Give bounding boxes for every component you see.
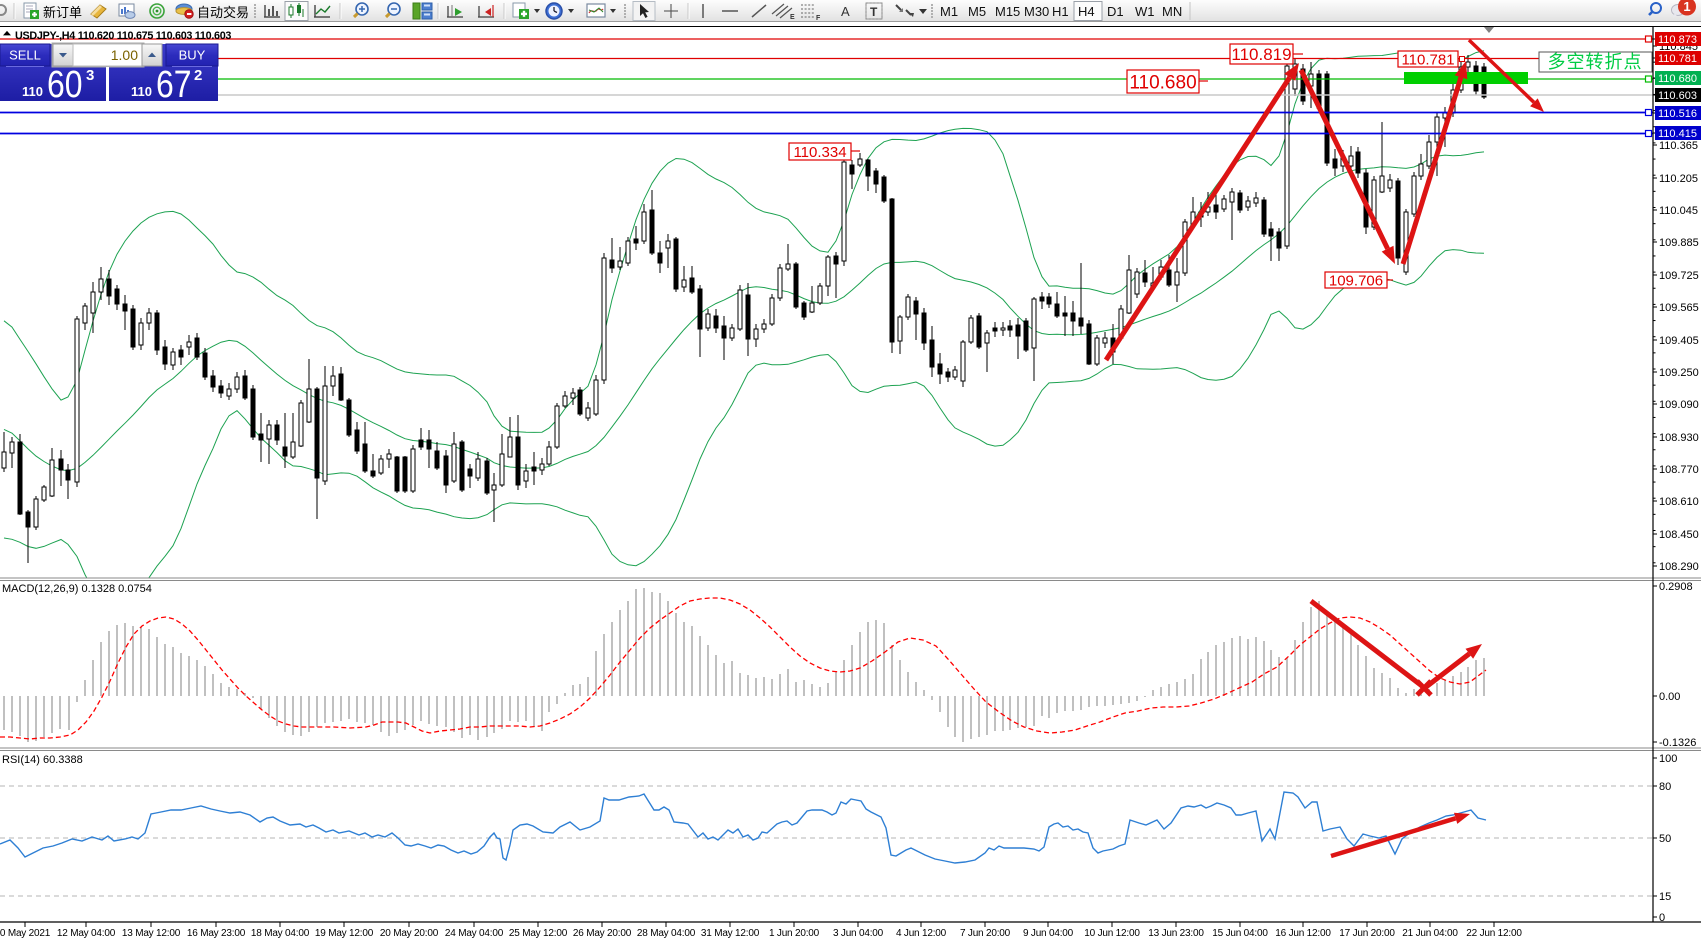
svg-text:-0.1326: -0.1326 — [1659, 737, 1696, 749]
svg-text:110.334: 110.334 — [793, 144, 846, 161]
svg-text:3 Jun 04:00: 3 Jun 04:00 — [833, 928, 884, 939]
svg-text:9 Jun 04:00: 9 Jun 04:00 — [1023, 928, 1074, 939]
svg-text:60: 60 — [47, 63, 83, 105]
svg-text:108.770: 108.770 — [1659, 464, 1699, 476]
svg-text:110.819: 110.819 — [1231, 45, 1291, 64]
svg-text:0.2908: 0.2908 — [1659, 581, 1693, 593]
svg-text:BUY: BUY — [179, 48, 206, 63]
svg-text:自动交易: 自动交易 — [197, 5, 249, 20]
svg-text:109.885: 109.885 — [1659, 237, 1699, 249]
svg-text:110.603: 110.603 — [1658, 90, 1697, 102]
svg-text:MACD(12,26,9) 0.1328 0.0754: MACD(12,26,9) 0.1328 0.0754 — [2, 583, 152, 595]
svg-text:109.706: 109.706 — [1329, 272, 1383, 289]
svg-text:16 Jun 12:00: 16 Jun 12:00 — [1275, 928, 1331, 939]
svg-text:T: T — [870, 5, 878, 19]
svg-text:W1: W1 — [1135, 4, 1155, 19]
svg-text:2: 2 — [194, 67, 202, 84]
svg-text:3: 3 — [86, 67, 94, 84]
svg-text:1 Jun 20:00: 1 Jun 20:00 — [769, 928, 820, 939]
svg-text:1.00: 1.00 — [111, 47, 138, 63]
svg-text:110: 110 — [22, 84, 43, 99]
svg-text:7 Jun 20:00: 7 Jun 20:00 — [960, 928, 1011, 939]
svg-text:M1: M1 — [940, 4, 958, 19]
svg-text:A: A — [841, 4, 850, 19]
svg-text:109.090: 109.090 — [1659, 399, 1699, 411]
svg-text:67: 67 — [156, 63, 192, 105]
svg-text:F: F — [816, 15, 821, 22]
svg-text:H1: H1 — [1052, 4, 1069, 19]
svg-text:M30: M30 — [1024, 4, 1049, 19]
svg-text:22 Jun 12:00: 22 Jun 12:00 — [1466, 928, 1522, 939]
svg-text:15: 15 — [1659, 891, 1671, 903]
svg-text:110.365: 110.365 — [1659, 140, 1698, 152]
svg-text:109.565: 109.565 — [1659, 302, 1699, 314]
svg-text:110.680: 110.680 — [1129, 72, 1196, 93]
svg-text:108.610: 108.610 — [1659, 496, 1699, 508]
svg-text:多空转折点: 多空转折点 — [1548, 52, 1643, 72]
svg-text:M15: M15 — [995, 4, 1020, 19]
svg-text:0 May 2021: 0 May 2021 — [0, 928, 51, 939]
svg-text:H4: H4 — [1078, 4, 1095, 19]
svg-text:M5: M5 — [968, 4, 986, 19]
svg-text:0.00: 0.00 — [1659, 691, 1680, 703]
svg-text:110.781: 110.781 — [1401, 51, 1454, 68]
svg-text:20 May 20:00: 20 May 20:00 — [380, 928, 439, 939]
svg-text:0: 0 — [1659, 912, 1665, 924]
svg-text:21 Jun 04:00: 21 Jun 04:00 — [1402, 928, 1458, 939]
svg-text:25 May 12:00: 25 May 12:00 — [509, 928, 568, 939]
svg-text:109.405: 109.405 — [1659, 335, 1699, 347]
svg-text:USDJPY-,H4 110.620 110.675 11: USDJPY-,H4 110.620 110.675 110.603 110.6… — [15, 30, 231, 42]
svg-text:31 May 12:00: 31 May 12:00 — [701, 928, 760, 939]
svg-text:110: 110 — [131, 84, 152, 99]
svg-text:RSI(14) 60.3388: RSI(14) 60.3388 — [2, 754, 83, 766]
svg-text:110.415: 110.415 — [1658, 128, 1697, 140]
svg-text:24 May 04:00: 24 May 04:00 — [445, 928, 504, 939]
svg-text:26 May 20:00: 26 May 20:00 — [573, 928, 632, 939]
svg-text:28 May 04:00: 28 May 04:00 — [637, 928, 696, 939]
svg-text:110.516: 110.516 — [1658, 108, 1697, 120]
svg-text:109.250: 109.250 — [1659, 367, 1699, 379]
svg-text:15 Jun 04:00: 15 Jun 04:00 — [1212, 928, 1268, 939]
svg-text:110.205: 110.205 — [1659, 173, 1698, 185]
svg-text:新订单: 新订单 — [43, 5, 82, 20]
svg-text:10 Jun 12:00: 10 Jun 12:00 — [1084, 928, 1140, 939]
svg-text:MN: MN — [1162, 4, 1182, 19]
svg-text:109.725: 109.725 — [1659, 270, 1699, 282]
svg-text:1: 1 — [1683, 0, 1690, 14]
svg-text:19 May 12:00: 19 May 12:00 — [315, 928, 374, 939]
svg-text:100: 100 — [1659, 753, 1677, 765]
svg-text:13 May 12:00: 13 May 12:00 — [122, 928, 181, 939]
svg-text:18 May 04:00: 18 May 04:00 — [251, 928, 310, 939]
svg-text:16 May 23:00: 16 May 23:00 — [187, 928, 246, 939]
svg-text:12 May 04:00: 12 May 04:00 — [57, 928, 116, 939]
svg-text:50: 50 — [1659, 833, 1671, 845]
svg-text:108.290: 108.290 — [1659, 561, 1699, 573]
svg-text:E: E — [790, 14, 795, 21]
svg-text:D1: D1 — [1107, 4, 1124, 19]
svg-text:108.450: 108.450 — [1659, 529, 1699, 541]
svg-text:80: 80 — [1659, 781, 1671, 793]
svg-text:108.930: 108.930 — [1659, 432, 1699, 444]
svg-text:17 Jun 20:00: 17 Jun 20:00 — [1339, 928, 1395, 939]
svg-text:4 Jun 12:00: 4 Jun 12:00 — [896, 928, 947, 939]
svg-text:110.781: 110.781 — [1658, 53, 1697, 65]
svg-text:110.873: 110.873 — [1658, 34, 1697, 46]
svg-text:110.680: 110.680 — [1658, 73, 1697, 85]
svg-text:13 Jun 23:00: 13 Jun 23:00 — [1148, 928, 1204, 939]
svg-text:110.045: 110.045 — [1659, 205, 1698, 217]
svg-text:SELL: SELL — [9, 48, 41, 63]
